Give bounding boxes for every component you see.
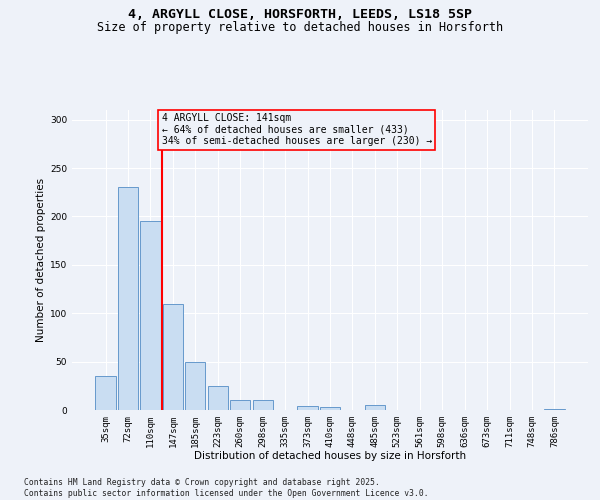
- Bar: [230, 400, 250, 410]
- Text: 4 ARGYLL CLOSE: 141sqm
← 64% of detached houses are smaller (433)
34% of semi-de: 4 ARGYLL CLOSE: 141sqm ← 64% of detached…: [161, 113, 432, 146]
- Y-axis label: Number of detached properties: Number of detached properties: [36, 178, 46, 342]
- X-axis label: Distribution of detached houses by size in Horsforth: Distribution of detached houses by size …: [194, 452, 466, 462]
- Bar: [95, 376, 116, 410]
- Bar: [320, 407, 340, 410]
- Bar: [253, 400, 273, 410]
- Bar: [544, 409, 565, 410]
- Bar: [163, 304, 183, 410]
- Bar: [185, 362, 205, 410]
- Bar: [298, 406, 317, 410]
- Text: Contains HM Land Registry data © Crown copyright and database right 2025.
Contai: Contains HM Land Registry data © Crown c…: [24, 478, 428, 498]
- Text: 4, ARGYLL CLOSE, HORSFORTH, LEEDS, LS18 5SP: 4, ARGYLL CLOSE, HORSFORTH, LEEDS, LS18 …: [128, 8, 472, 20]
- Bar: [118, 188, 138, 410]
- Bar: [365, 405, 385, 410]
- Text: Size of property relative to detached houses in Horsforth: Size of property relative to detached ho…: [97, 21, 503, 34]
- Bar: [208, 386, 228, 410]
- Bar: [140, 222, 161, 410]
